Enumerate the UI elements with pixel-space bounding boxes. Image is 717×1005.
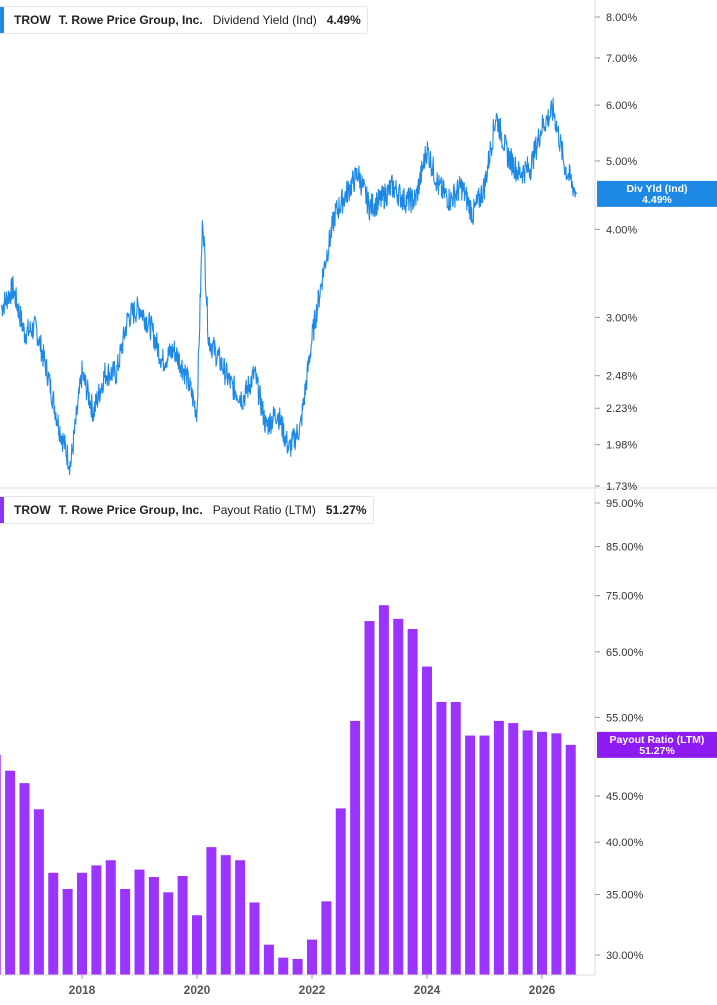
payout-ratio-tag-label: Payout Ratio (LTM) — [610, 734, 705, 746]
y-tick-label: 2.23% — [606, 403, 637, 415]
payout-bar — [350, 720, 361, 975]
payout-bar — [249, 902, 260, 975]
payout-bar — [565, 744, 576, 975]
payout-bar — [192, 915, 202, 975]
div-yield-tag-value: 4.49% — [642, 194, 672, 206]
payout-bar — [292, 958, 303, 975]
legend-company: T. Rowe Price Group, Inc. — [58, 13, 203, 27]
legend-value: 4.49% — [326, 13, 361, 27]
y-tick-label: 65.00% — [606, 647, 644, 659]
payout-bar — [551, 733, 562, 975]
payout-bar — [163, 892, 174, 975]
div-yield-tag — [597, 180, 717, 207]
payout-bar — [0, 754, 1, 975]
y-tick-label: 75.00% — [606, 591, 644, 603]
legend-ticker: TROW — [14, 503, 51, 517]
div-yield-tag-label: Div Yld (Ind) — [626, 183, 687, 195]
y-tick-label: 7.00% — [606, 53, 637, 65]
y-tick-label: 8.00% — [606, 12, 637, 24]
x-tick-label: 2024 — [414, 983, 441, 997]
legend-ticker: TROW — [14, 13, 51, 27]
legend-metric: Payout Ratio (LTM) — [212, 503, 316, 517]
payout-bar — [5, 770, 16, 975]
payout-bar — [48, 872, 59, 975]
y-tick-label: 6.00% — [606, 100, 637, 112]
payout-bar — [393, 618, 404, 975]
payout-bar — [321, 901, 332, 975]
x-tick-label: 2022 — [299, 983, 326, 997]
x-tick-label: 2018 — [69, 983, 96, 997]
y-tick-label: 1.73% — [606, 481, 637, 493]
payout-bar — [263, 944, 274, 975]
payout-bar — [33, 809, 44, 975]
payout-bar — [450, 701, 461, 975]
y-tick-label: 55.00% — [606, 712, 644, 724]
legend-value: 51.27% — [325, 503, 367, 517]
payout-bar — [378, 605, 389, 975]
payout-ratio-tag-value: 51.27% — [639, 745, 675, 757]
payout-bar — [120, 888, 131, 975]
payout-bar — [522, 730, 533, 975]
legend-top: TROW T. Rowe Price Group, Inc. Dividend … — [0, 6, 368, 34]
payout-bar — [91, 865, 102, 975]
payout-bar — [493, 720, 504, 975]
payout-bar — [134, 869, 145, 975]
x-tick-label: 2026 — [529, 983, 556, 997]
payout-bar — [537, 731, 547, 975]
payout-bar — [206, 847, 217, 975]
payout-bar — [465, 735, 476, 975]
payout-bar — [508, 723, 519, 975]
y-tick-label: 5.00% — [606, 156, 637, 168]
payout-bar — [77, 872, 87, 975]
payout-bar — [220, 855, 231, 975]
y-tick-label: 40.00% — [606, 837, 644, 849]
y-tick-label: 35.00% — [606, 890, 644, 902]
payout-bar — [407, 628, 418, 975]
dividend-yield-line — [0, 97, 578, 476]
y-tick-label: 4.00% — [606, 224, 637, 236]
y-tick-label: 45.00% — [606, 791, 644, 803]
payout-bar — [436, 701, 447, 975]
legend-bottom: TROW T. Rowe Price Group, Inc. Payout Ra… — [0, 496, 374, 524]
y-tick-label: 95.00% — [606, 498, 644, 510]
payout-bar — [278, 957, 289, 975]
y-tick-label: 2.48% — [606, 371, 637, 383]
payout-bar — [479, 735, 490, 975]
payout-bar — [148, 877, 159, 975]
y-tick-label: 1.98% — [606, 440, 637, 452]
payout-ratio-tag — [597, 731, 717, 758]
legend-color-swatch — [0, 7, 4, 33]
payout-bar — [177, 875, 188, 975]
payout-bar — [62, 888, 73, 975]
payout-bar — [335, 808, 346, 975]
legend-company: T. Rowe Price Group, Inc. — [58, 503, 203, 517]
payout-bar — [422, 666, 432, 975]
x-tick-label: 2020 — [184, 983, 211, 997]
payout-bar — [105, 860, 116, 975]
payout-bar — [235, 860, 246, 975]
legend-metric: Dividend Yield (Ind) — [212, 13, 317, 27]
legend-color-swatch — [0, 497, 4, 523]
payout-bar — [307, 939, 317, 975]
payout-bar — [364, 621, 375, 975]
y-tick-label: 3.00% — [606, 312, 637, 324]
y-tick-label: 85.00% — [606, 542, 644, 554]
payout-bar — [19, 783, 30, 975]
y-tick-label: 30.00% — [606, 950, 644, 962]
